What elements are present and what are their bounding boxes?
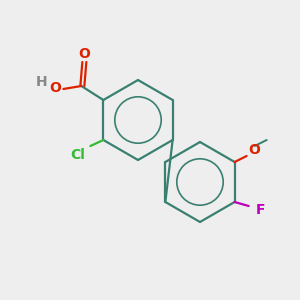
Text: O: O [249, 143, 261, 157]
Text: H: H [35, 75, 47, 89]
Text: O: O [78, 47, 90, 61]
Text: F: F [256, 203, 266, 217]
Text: Cl: Cl [70, 148, 85, 162]
Text: O: O [50, 81, 61, 95]
